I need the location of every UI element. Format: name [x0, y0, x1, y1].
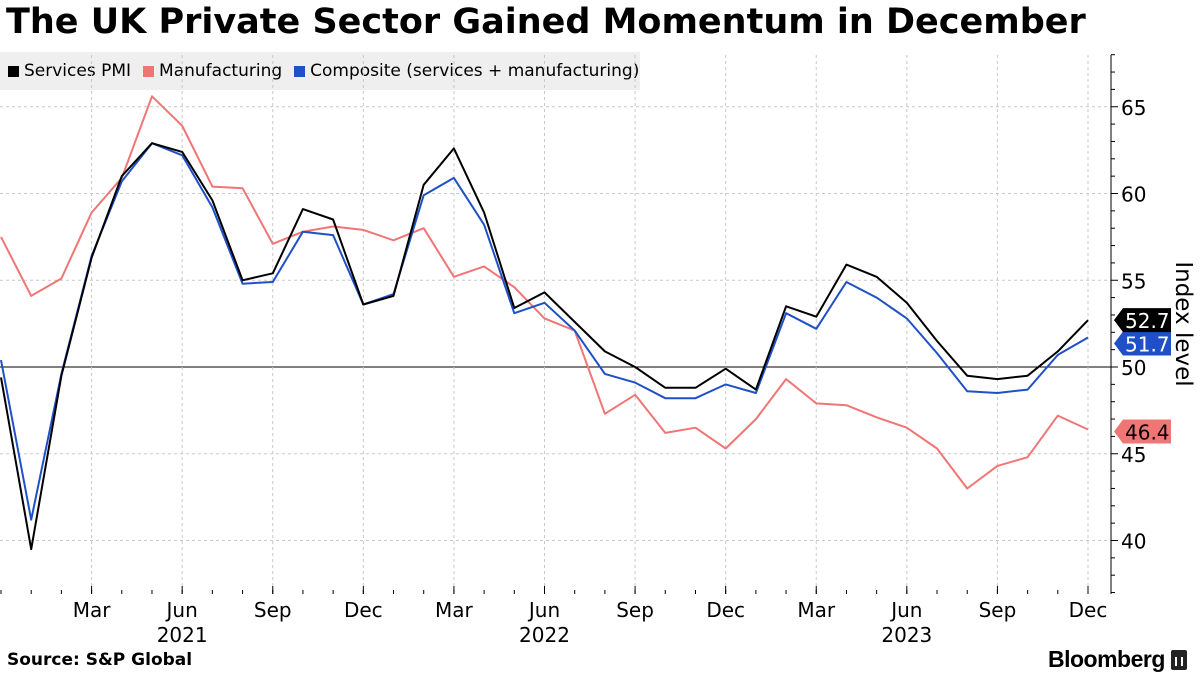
x-axis: Mar Jun Sep Dec Mar Jun Sep Dec Mar Jun Sep Dec 2021…: [0, 586, 1108, 647]
legend-swatch-services: [8, 65, 19, 77]
end-value-labels: 51.752.7 46.4: [1114, 308, 1171, 444]
end-label-text-services: 52.7: [1125, 309, 1170, 333]
bloomberg-logo: Bloomberg: [1048, 646, 1187, 673]
y-tick-label-40: 40: [1121, 530, 1146, 554]
series-lines: [0, 95, 1089, 551]
y-tick-label-45: 45: [1121, 443, 1146, 467]
terminal-icon: [1170, 649, 1187, 670]
y-axis: 40 45 50 55 60 65: [1110, 54, 1146, 594]
brand-text: Bloomberg: [1048, 646, 1165, 672]
legend-item-manufacturing: Manufacturing: [143, 61, 282, 81]
end-label-bg-services: [1114, 308, 1171, 333]
legend-item-services: Services PMI: [8, 61, 131, 81]
end-label-manufacturing: 46.4: [1114, 419, 1171, 444]
x-tick-label-jun: Jun: [165, 598, 198, 622]
end-label-services: 52.7: [1114, 308, 1171, 333]
legend-swatch-composite: [294, 65, 306, 77]
end-label-text-manufacturing: 46.4: [1125, 420, 1170, 444]
y-tick-label-60: 60: [1121, 183, 1146, 207]
legend-label-services: Services PMI: [24, 61, 132, 81]
end-label-text-composite: 51.7: [1125, 333, 1170, 357]
legend-swatch-manufacturing: [143, 65, 155, 77]
x-year-label-2021: 2021: [157, 623, 208, 647]
y-tick-label-55: 55: [1121, 269, 1146, 293]
series-line-manufacturing: [0, 95, 1089, 490]
x-tick-label-dec: Dec: [1069, 598, 1108, 622]
x-tick-label-sep: Sep: [616, 598, 654, 622]
x-tick-label-dec: Dec: [706, 598, 745, 622]
legend: Services PMI Manufacturing Composite (se…: [0, 52, 640, 90]
x-tick-label-jun: Jun: [527, 598, 560, 622]
series-line-services: [0, 142, 1089, 551]
source-note: Source: S&P Global: [7, 650, 193, 670]
x-tick-label-jun: Jun: [889, 598, 922, 622]
chart-title: The UK Private Sector Gained Momentum in…: [6, 2, 1086, 42]
end-label-bg-composite: [1114, 331, 1171, 356]
gridlines: [0, 55, 1111, 594]
x-tick-label-mar: Mar: [797, 598, 836, 622]
y-tick-label-50: 50: [1121, 356, 1146, 380]
legend-label-composite: Composite (services + manufacturing): [310, 61, 640, 81]
x-tick-label-mar: Mar: [435, 598, 474, 622]
end-label-bg-manufacturing: [1114, 419, 1171, 444]
y-axis-label: Index level: [1170, 261, 1196, 386]
series-line-composite: [0, 142, 1089, 521]
end-label-composite: 51.7: [1114, 331, 1171, 357]
x-tick-label-dec: Dec: [344, 598, 383, 622]
legend-label-manufacturing: Manufacturing: [159, 61, 283, 81]
x-year-label-2022: 2022: [519, 623, 570, 647]
y-tick-label-65: 65: [1121, 96, 1146, 120]
x-tick-label-mar: Mar: [73, 598, 112, 622]
x-tick-label-sep: Sep: [979, 598, 1017, 622]
x-year-label-2023: 2023: [881, 623, 932, 647]
x-tick-label-sep: Sep: [254, 598, 292, 622]
legend-item-composite: Composite (services + manufacturing): [294, 61, 639, 81]
